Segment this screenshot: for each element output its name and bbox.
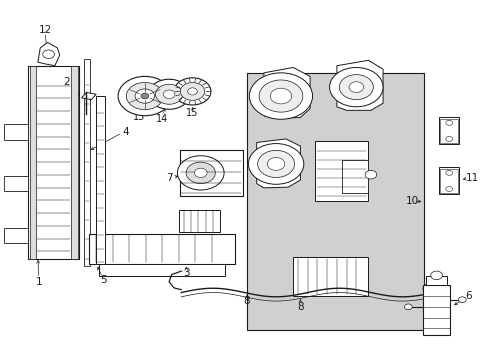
Bar bbox=[425, 276, 446, 285]
Circle shape bbox=[249, 73, 312, 119]
Circle shape bbox=[445, 120, 452, 125]
Circle shape bbox=[248, 144, 303, 184]
Circle shape bbox=[348, 82, 363, 93]
Bar bbox=[438, 117, 458, 144]
Bar bbox=[180, 150, 243, 196]
Bar bbox=[96, 96, 105, 264]
Text: 1: 1 bbox=[36, 277, 42, 287]
Circle shape bbox=[430, 271, 442, 280]
Bar bbox=[89, 234, 234, 264]
Text: 13: 13 bbox=[133, 112, 145, 122]
Circle shape bbox=[135, 89, 154, 103]
Bar bbox=[4, 176, 28, 192]
Text: 8: 8 bbox=[243, 296, 250, 306]
Bar bbox=[438, 167, 458, 194]
Text: 4: 4 bbox=[122, 127, 128, 137]
Circle shape bbox=[404, 304, 411, 310]
Bar bbox=[71, 66, 78, 258]
Circle shape bbox=[177, 156, 224, 190]
Circle shape bbox=[445, 136, 452, 141]
Circle shape bbox=[365, 170, 376, 179]
Bar bbox=[99, 264, 224, 276]
Bar bbox=[314, 141, 368, 202]
Circle shape bbox=[445, 170, 452, 175]
Bar bbox=[440, 169, 457, 193]
Circle shape bbox=[270, 88, 291, 104]
Text: 9: 9 bbox=[200, 211, 206, 221]
Text: 3: 3 bbox=[183, 268, 189, 278]
Circle shape bbox=[259, 80, 302, 112]
Text: 8: 8 bbox=[297, 302, 303, 312]
Bar bbox=[246, 73, 424, 330]
Circle shape bbox=[155, 84, 183, 104]
Circle shape bbox=[118, 76, 171, 116]
Bar bbox=[424, 289, 436, 303]
Polygon shape bbox=[179, 210, 220, 232]
Circle shape bbox=[187, 88, 197, 95]
Polygon shape bbox=[264, 67, 309, 118]
Text: 10: 10 bbox=[405, 197, 418, 206]
Bar bbox=[4, 124, 28, 140]
Bar bbox=[341, 160, 368, 193]
Polygon shape bbox=[336, 60, 382, 111]
Bar bbox=[292, 257, 368, 296]
Circle shape bbox=[458, 297, 465, 302]
Circle shape bbox=[422, 284, 437, 294]
Circle shape bbox=[194, 168, 206, 177]
Circle shape bbox=[42, 50, 54, 59]
Bar bbox=[28, 66, 79, 258]
Circle shape bbox=[141, 93, 148, 99]
Circle shape bbox=[445, 186, 452, 192]
Text: 2: 2 bbox=[63, 77, 70, 87]
Text: 14: 14 bbox=[155, 113, 167, 123]
Polygon shape bbox=[38, 42, 60, 66]
Circle shape bbox=[257, 150, 294, 177]
Text: 5: 5 bbox=[100, 275, 106, 285]
Circle shape bbox=[329, 67, 382, 107]
Circle shape bbox=[180, 82, 204, 100]
Circle shape bbox=[148, 79, 189, 109]
Text: 11: 11 bbox=[465, 173, 478, 183]
Circle shape bbox=[267, 157, 285, 170]
Bar bbox=[30, 66, 36, 258]
Circle shape bbox=[339, 75, 372, 100]
Circle shape bbox=[163, 90, 175, 99]
Polygon shape bbox=[81, 93, 96, 100]
Bar bbox=[84, 59, 90, 266]
Polygon shape bbox=[256, 139, 300, 188]
Text: 6: 6 bbox=[464, 291, 470, 301]
Bar bbox=[440, 119, 457, 143]
Text: 7: 7 bbox=[165, 173, 172, 183]
Circle shape bbox=[174, 78, 210, 105]
Circle shape bbox=[126, 82, 163, 110]
Text: 12: 12 bbox=[39, 25, 52, 35]
Bar bbox=[4, 228, 28, 243]
Bar bbox=[422, 285, 449, 336]
Text: 15: 15 bbox=[186, 108, 198, 118]
Circle shape bbox=[186, 162, 215, 184]
